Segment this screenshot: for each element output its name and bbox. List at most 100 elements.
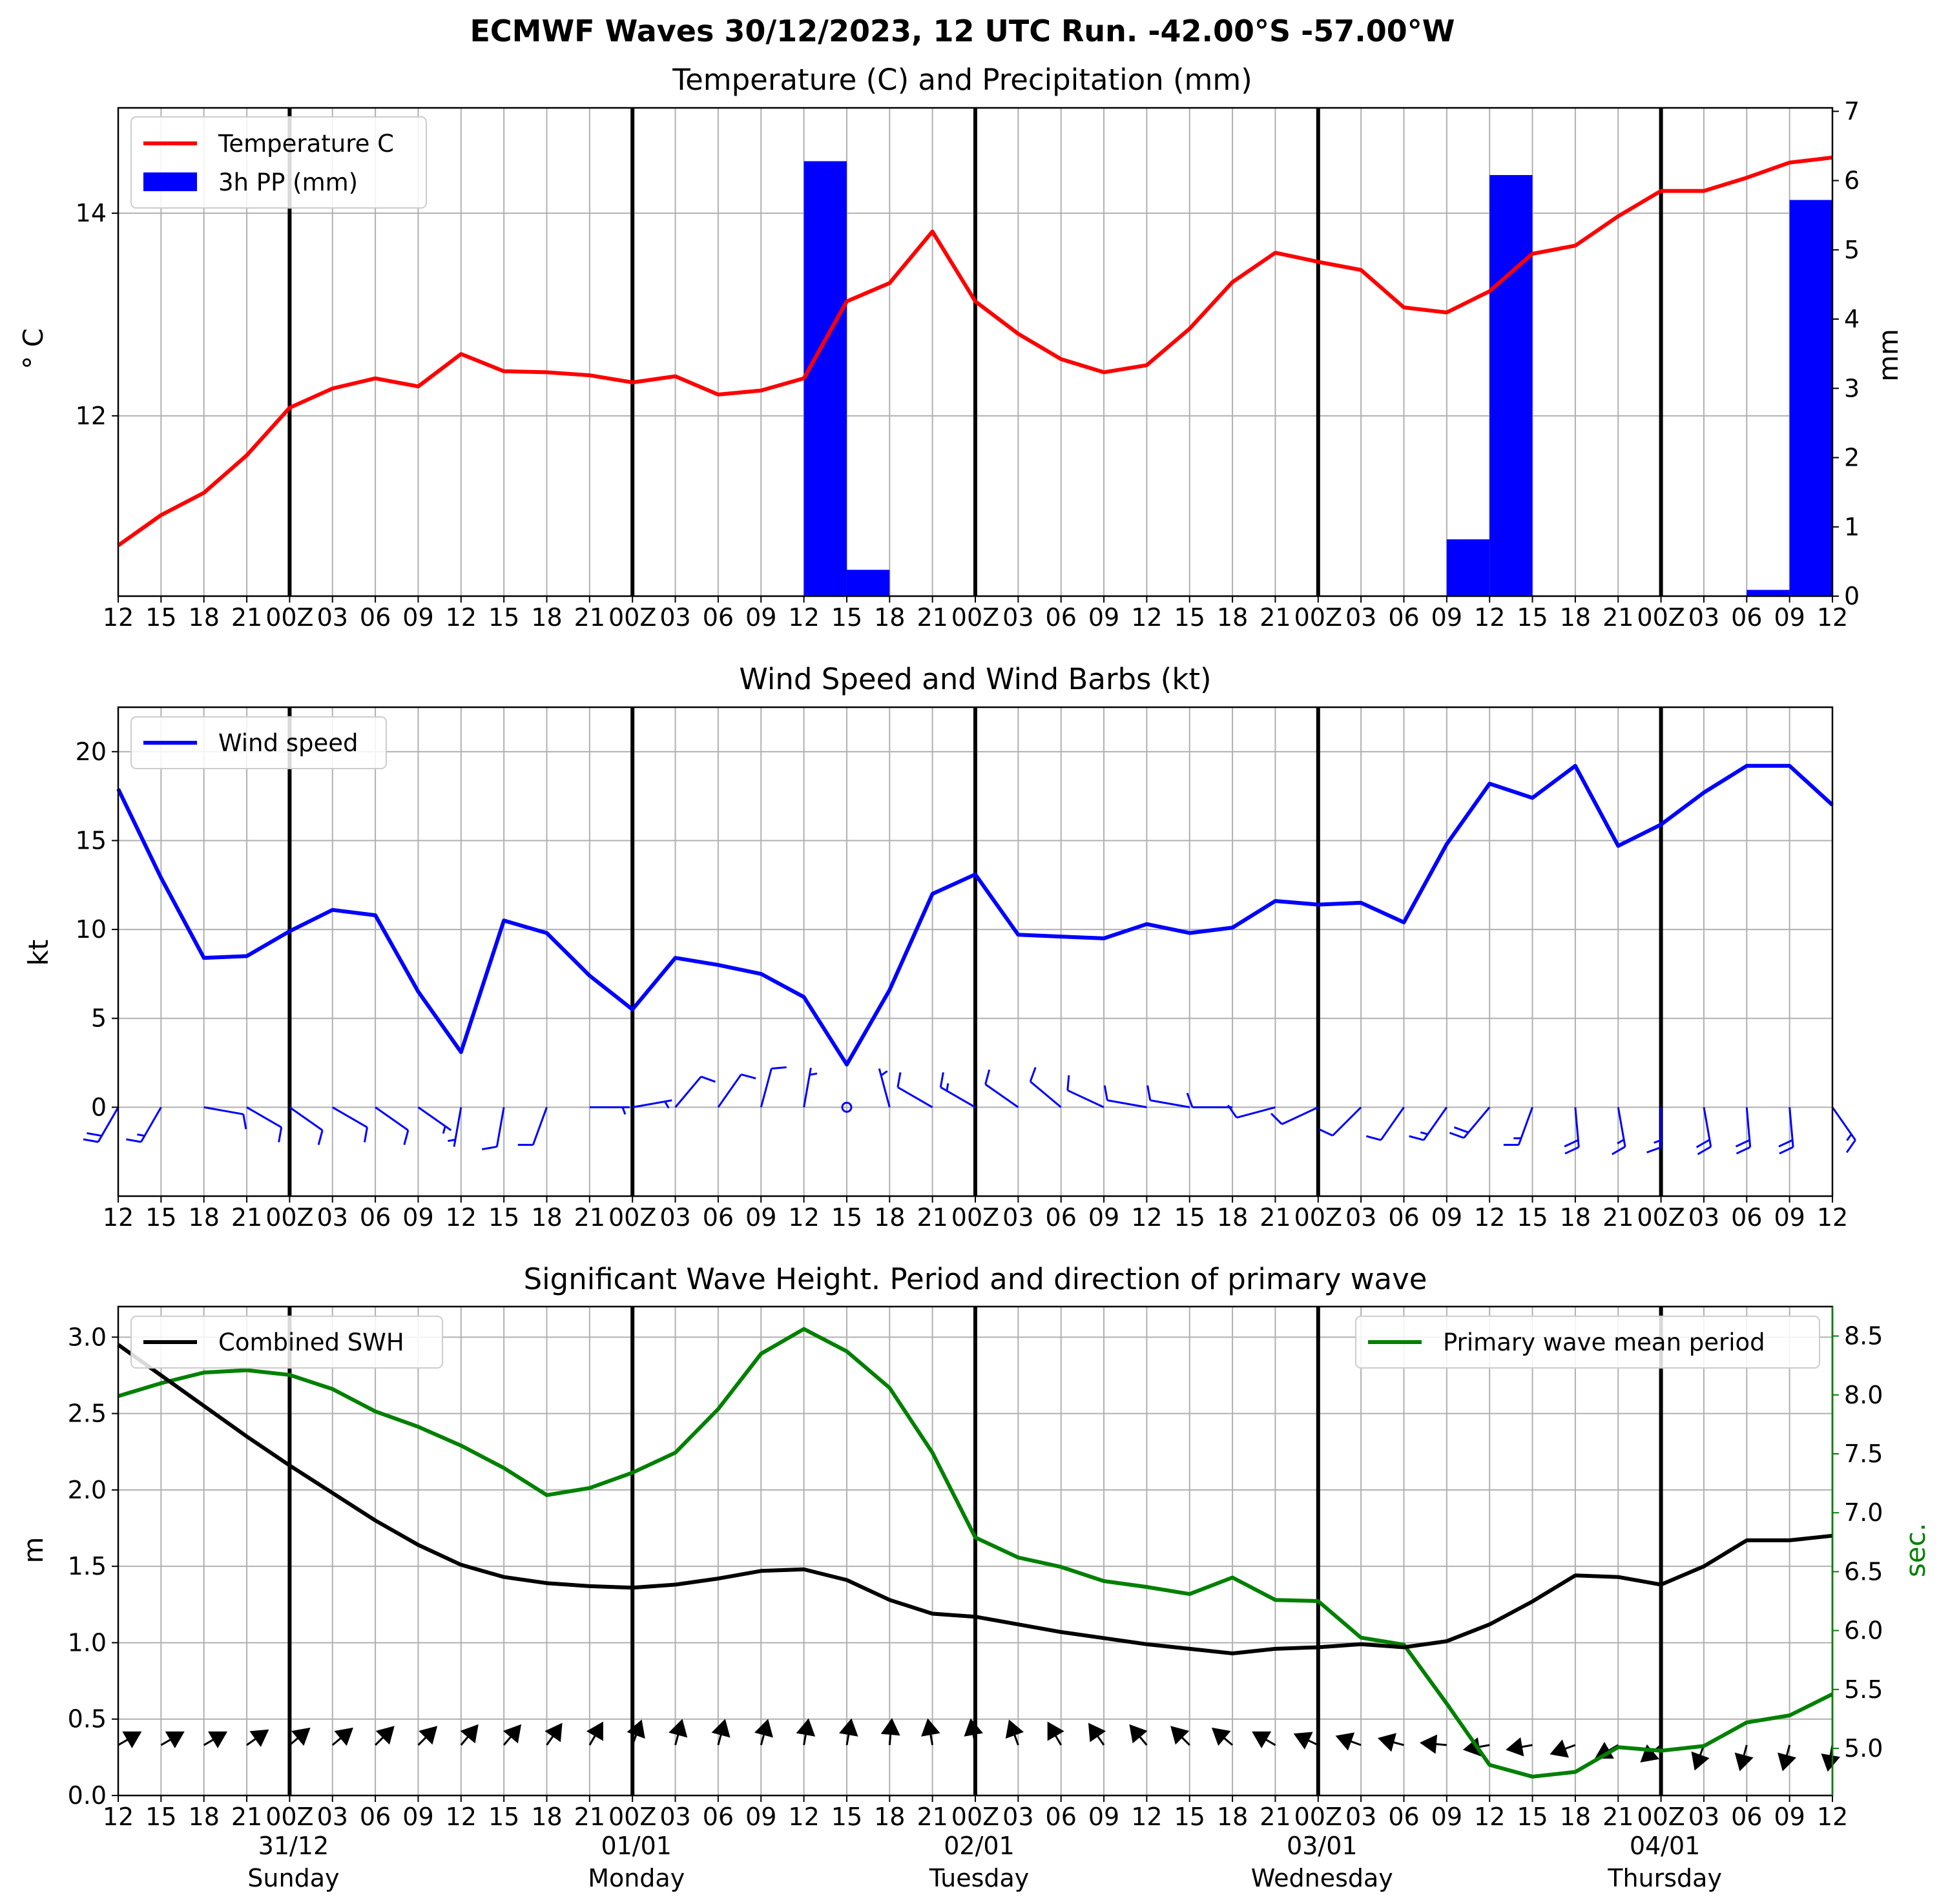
wind-barb-flag	[984, 1069, 991, 1085]
x-tick-label: 15	[145, 603, 176, 632]
wave-direction-arrow	[1419, 1734, 1447, 1754]
wind-barb	[1227, 1104, 1276, 1119]
x-tick-label: 18	[874, 1203, 905, 1232]
x-tick-label: 12	[1817, 1203, 1848, 1232]
wind-barb-halfflag	[809, 1072, 818, 1076]
wind-barb-flag	[1365, 1135, 1382, 1141]
x-tick-label: 12	[446, 1803, 477, 1831]
wind-barb-staff	[1150, 1099, 1190, 1108]
arrow-head	[1377, 1733, 1396, 1752]
wind-barb-flag	[897, 1072, 902, 1088]
precipitation-bar	[1789, 200, 1832, 596]
x-tick-label: 06	[1731, 1803, 1762, 1831]
wave-direction-arrow	[375, 1726, 395, 1746]
x-tick-label: 03	[317, 1803, 348, 1831]
panel-title-temperature-precipitation: Temperature (C) and Precipitation (mm)	[672, 63, 1252, 97]
legend-temperature-label: Temperature C	[218, 130, 394, 158]
wind-barb-staff	[495, 1107, 505, 1147]
wind-axis-label: kt	[23, 940, 54, 966]
precipitation-bars	[804, 161, 1832, 597]
x-tick-label: 21	[917, 1203, 948, 1232]
x-tick-label: 00Z	[1294, 603, 1342, 632]
wave-direction-arrow	[118, 1731, 142, 1748]
x-tick-label: 03	[1345, 1803, 1376, 1831]
wind-barb-flag	[1564, 1146, 1579, 1155]
x-tick-label: 21	[1602, 1803, 1633, 1831]
wave-direction-arrow	[627, 1719, 645, 1746]
x-tick-label: 00Z	[1637, 603, 1685, 632]
arrow-head	[1088, 1723, 1106, 1743]
day-weekday-label: Thursday	[1607, 1864, 1722, 1892]
y-tick-label: 1.5	[68, 1552, 107, 1580]
wave-direction-arrows	[118, 1718, 1840, 1772]
arrow-head	[1252, 1731, 1272, 1748]
wind-barb-flag	[482, 1145, 497, 1150]
x-tick-label: 21	[1602, 603, 1633, 632]
arrow-head	[1211, 1727, 1231, 1746]
x-tick-label: 21	[917, 1803, 948, 1831]
wind-barb	[482, 1107, 505, 1150]
arrow-head	[669, 1719, 688, 1738]
wind-barb	[1186, 1092, 1233, 1108]
y-tick-label: 15	[76, 826, 107, 854]
wind-barb	[841, 1101, 853, 1113]
x-tick-label: 06	[360, 1803, 391, 1831]
y2-tick-label: 0	[1844, 582, 1860, 610]
wind-barb	[1449, 1106, 1491, 1139]
wind-barb-flag	[278, 1127, 283, 1143]
arrow-head	[627, 1719, 645, 1739]
wind-barb-flag	[1449, 1132, 1464, 1139]
arrow-head	[1170, 1726, 1190, 1745]
wave-direction-arrow	[1550, 1739, 1576, 1758]
wave-period-line	[118, 1327, 1834, 1779]
x-tick-label: 21	[574, 1203, 605, 1232]
temperature-axis-label: ° C	[17, 328, 49, 369]
wind-barb	[1735, 1107, 1752, 1155]
wind-barb-staff	[760, 1068, 772, 1108]
x-tick-label: 21	[1602, 1203, 1633, 1232]
wind-barb	[203, 1106, 247, 1130]
x-tick-label: 21	[574, 1803, 605, 1831]
x-tick-label: 12	[788, 603, 819, 632]
x-tick-label: 12	[1817, 603, 1848, 632]
wind-barb-halfflag	[946, 1083, 949, 1092]
panel-title-wave: Significant Wave Height. Period and dire…	[524, 1262, 1427, 1296]
wind-barb	[760, 1066, 787, 1108]
wind-barb-flag	[1735, 1139, 1750, 1148]
arrow-head	[1691, 1751, 1710, 1771]
arrow-head	[1335, 1732, 1355, 1751]
wave-direction-arrow	[796, 1718, 816, 1746]
wind-barb	[1646, 1107, 1663, 1154]
x-tick-label: 06	[703, 1803, 734, 1831]
wind-barb-staff	[532, 1106, 548, 1146]
arrow-head	[586, 1721, 603, 1741]
wave-direction-arrow	[754, 1719, 773, 1746]
wind-panel: Wind Speed and Wind Barbs (kt) 12 15 18 21 0…	[23, 662, 1856, 1232]
wave-direction-arrow	[1211, 1727, 1234, 1746]
y-tick-label: 20	[76, 738, 107, 766]
day-weekday-label: Monday	[588, 1864, 685, 1892]
x-tick-label: 12	[103, 1203, 134, 1232]
temperature-line	[117, 155, 1833, 548]
arrow-head	[880, 1718, 900, 1736]
arrow-head	[208, 1731, 228, 1748]
x-tick-label: 15	[831, 603, 862, 632]
legend-period-label: Primary wave mean period	[1443, 1329, 1765, 1356]
wind-barb-flag	[517, 1144, 534, 1146]
x-tick-label: 06	[1388, 1203, 1419, 1232]
day-date-label: 31/12	[258, 1832, 329, 1860]
wind-barb-flag	[1695, 1139, 1710, 1148]
wind-barb	[1503, 1106, 1533, 1146]
wind-speed-line	[116, 763, 1834, 1067]
wind-barb-staff	[1030, 1081, 1062, 1108]
x-tick-label: 03	[1345, 1203, 1376, 1232]
legend-precipitation-swatch	[143, 172, 197, 191]
figure-suptitle: ECMWF Waves 30/12/2023, 12 UTC Run. -42.…	[470, 14, 1455, 48]
wave-panel: Significant Wave Height. Period and dire…	[17, 1262, 1931, 1892]
x-tick-label: 21	[231, 603, 262, 632]
x-tick-label: 18	[1560, 1203, 1591, 1232]
wind-barb-flag	[700, 1075, 716, 1083]
x-tick-label: 18	[874, 1803, 905, 1831]
x-tick-label: 00Z	[951, 603, 999, 632]
wind-barb-flag	[1146, 1085, 1152, 1101]
